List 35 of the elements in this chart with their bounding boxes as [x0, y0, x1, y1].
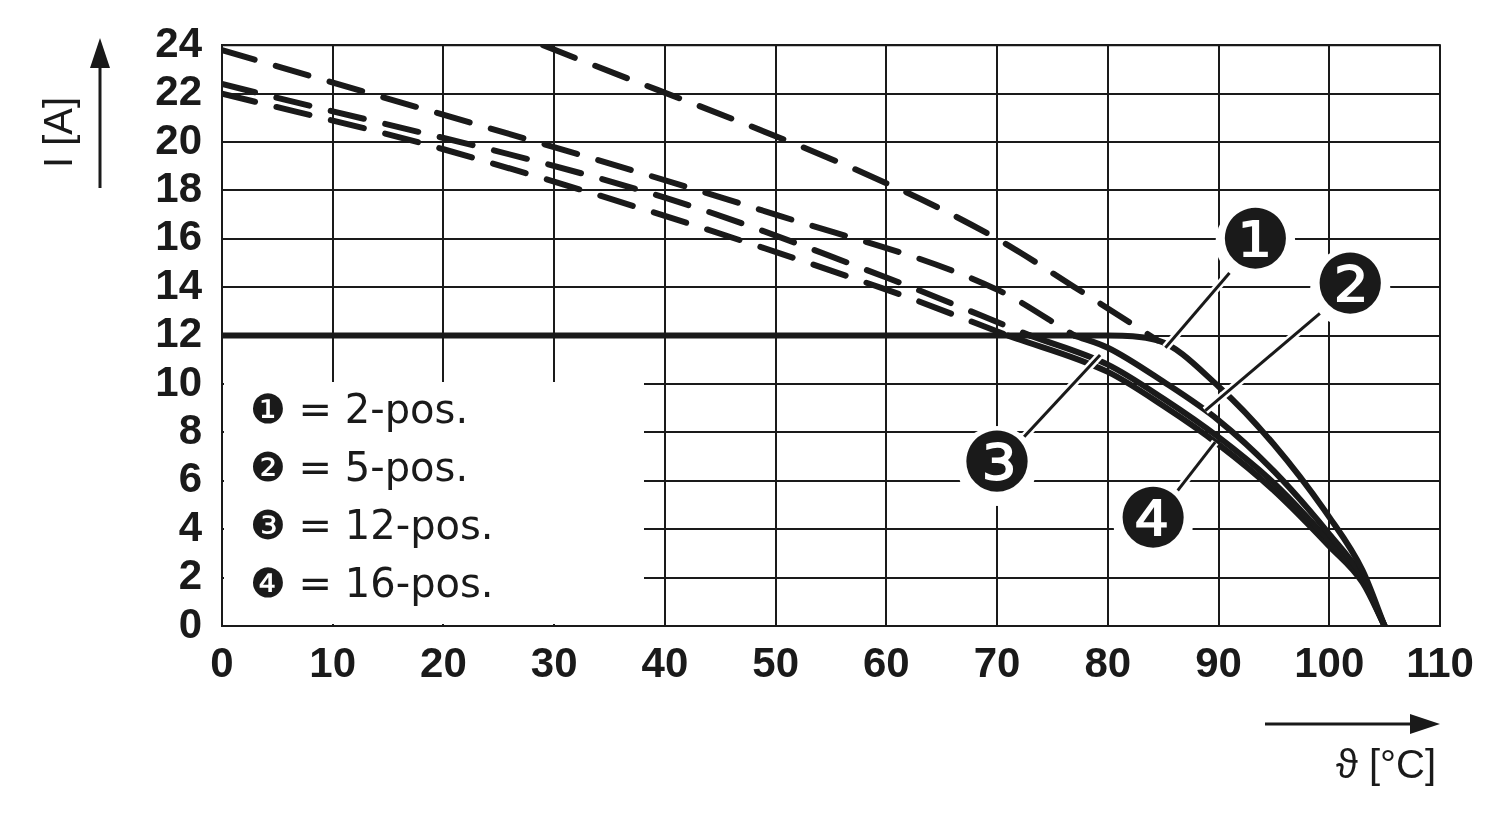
x-tick-label: 50 [752, 638, 799, 686]
x-tick-label: 0 [210, 638, 234, 686]
annotation: ❶ [1218, 192, 1293, 287]
y-tick-label: 6 [178, 454, 202, 502]
y-tick-label: 16 [155, 212, 202, 260]
x-tick-label: 10 [309, 638, 357, 686]
x-tick-label: 90 [1195, 638, 1242, 686]
y-tick-label: 20 [155, 115, 202, 163]
y-tick-label: 18 [155, 163, 202, 211]
y-tick-label: 4 [178, 502, 203, 550]
x-axis-title: ϑ [°C] [1335, 742, 1436, 787]
y-tick-label: 24 [155, 18, 203, 66]
x-tick-label: 30 [530, 638, 578, 686]
y-tick-label: 8 [178, 405, 202, 453]
annotation: ❸ [960, 415, 1034, 511]
x-tick-label: 60 [863, 638, 910, 686]
y-tick-label: 12 [155, 309, 202, 357]
x-tick-label: 40 [641, 638, 689, 686]
x-tick-label: 80 [1084, 638, 1132, 686]
annotation: ❹ [1116, 471, 1190, 567]
y-tick-label: 10 [155, 357, 202, 405]
annotation: ❹ = 16-pos. [250, 559, 494, 608]
annotation: ❷ [1313, 236, 1388, 332]
y-tick-label: 22 [155, 67, 202, 115]
annotation: ❷ = 5-pos. [250, 443, 470, 492]
annotation: ❶ = 2-pos. [250, 385, 470, 434]
y-tick-label: 0 [178, 599, 202, 647]
x-tick-label: 100 [1294, 638, 1365, 686]
x-tick-label: 20 [420, 638, 467, 686]
y-tick-label: 14 [155, 260, 203, 308]
y-tick-label: 2 [178, 551, 202, 599]
y-axis-title: I [A] [36, 96, 80, 168]
annotation: ❸ = 12-pos. [250, 501, 494, 550]
x-tick-label: 110 [1406, 638, 1474, 686]
x-tick-label: 70 [973, 638, 1021, 686]
